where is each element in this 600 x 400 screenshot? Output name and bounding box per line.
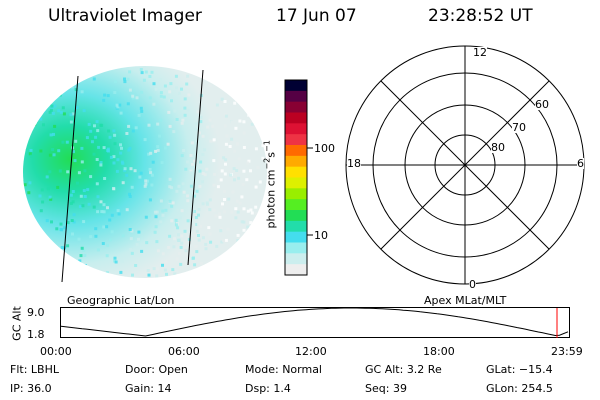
colorbar-tick-10: 10 bbox=[314, 229, 328, 242]
altitude-ylabel: GC Alt bbox=[10, 306, 24, 341]
altitude-ytick-9: 9.0 bbox=[27, 306, 45, 319]
altitude-plot bbox=[60, 307, 570, 338]
info-ip-value: 36.0 bbox=[27, 382, 52, 395]
info-mode-value: Normal bbox=[282, 363, 322, 376]
colorbar-label-exp1: −2 bbox=[262, 157, 272, 170]
info-seq-label: Seq: bbox=[365, 382, 390, 395]
colorbar bbox=[284, 79, 313, 276]
altitude-xtick-2359: 23:59 bbox=[551, 345, 583, 358]
info-flt-value: LBHL bbox=[30, 363, 59, 376]
mlat-label-80: 80 bbox=[491, 141, 505, 154]
instrument-title: Ultraviolet Imager bbox=[48, 6, 202, 26]
info-glat-value: −15.4 bbox=[518, 363, 553, 376]
mlat-label-70: 70 bbox=[512, 121, 526, 134]
info-glat: GLat: −15.4 bbox=[486, 364, 553, 375]
info-flt: Flt: LBHL bbox=[10, 364, 59, 375]
info-mode: Mode: Normal bbox=[245, 364, 322, 375]
info-glat-label: GLat: bbox=[486, 363, 516, 376]
mlt-label-0: 0 bbox=[469, 278, 476, 291]
info-seq: Seq: 39 bbox=[365, 383, 407, 394]
colorbar-label-main: photon cm bbox=[264, 169, 278, 229]
altitude-xtick-0600: 06:00 bbox=[168, 345, 200, 358]
info-dsp-label: Dsp: bbox=[245, 382, 270, 395]
info-gain-value: 14 bbox=[157, 382, 172, 395]
info-gcalt: GC Alt: 3.2 Re bbox=[365, 364, 442, 375]
info-dsp: Dsp: 1.4 bbox=[245, 383, 291, 394]
info-dsp-value: 1.4 bbox=[273, 382, 291, 395]
info-gcalt-label: GC Alt: bbox=[365, 363, 404, 376]
info-door: Door: Open bbox=[125, 364, 188, 375]
info-gcalt-value: 3.2 Re bbox=[406, 363, 442, 376]
altitude-xtick-1200: 12:00 bbox=[295, 345, 327, 358]
colorbar-label: photon cm−2s−1 bbox=[262, 114, 278, 254]
info-glon-label: GLon: bbox=[486, 382, 518, 395]
info-gain: Gain: 14 bbox=[125, 383, 172, 394]
mlt-label-18: 18 bbox=[347, 157, 361, 170]
info-ip-label: IP: bbox=[10, 382, 24, 395]
apex-label: Apex MLat/MLT bbox=[424, 294, 507, 307]
mlt-label-12: 12 bbox=[473, 46, 487, 59]
polar-grid bbox=[345, 45, 585, 285]
info-mode-label: Mode: bbox=[245, 363, 279, 376]
info-gain-label: Gain: bbox=[125, 382, 154, 395]
info-door-value: Open bbox=[158, 363, 188, 376]
info-glon-value: 254.5 bbox=[521, 382, 553, 395]
mlat-label-60: 60 bbox=[535, 98, 549, 111]
colorbar-tick-100: 100 bbox=[314, 142, 335, 155]
colorbar-label-exp2: −1 bbox=[262, 140, 272, 152]
info-door-label: Door: bbox=[125, 363, 155, 376]
time-label: 23:28:52 UT bbox=[428, 6, 533, 26]
altitude-xtick-0000: 00:00 bbox=[40, 345, 72, 358]
meridian-line-left bbox=[61, 75, 79, 283]
geographic-label: Geographic Lat/Lon bbox=[67, 294, 175, 307]
info-seq-value: 39 bbox=[392, 382, 407, 395]
meridian-line-right bbox=[187, 69, 204, 266]
info-flt-label: Flt: bbox=[10, 363, 28, 376]
altitude-xtick-1800: 18:00 bbox=[423, 345, 455, 358]
altitude-ytick-1-8: 1.8 bbox=[27, 328, 45, 341]
date-label: 17 Jun 07 bbox=[276, 6, 357, 26]
colorbar-label-mid: s bbox=[264, 151, 278, 158]
info-ip: IP: 36.0 bbox=[10, 383, 52, 394]
mlt-label-6: 6 bbox=[577, 157, 584, 170]
auroral-image bbox=[23, 66, 267, 283]
info-glon: GLon: 254.5 bbox=[486, 383, 553, 394]
